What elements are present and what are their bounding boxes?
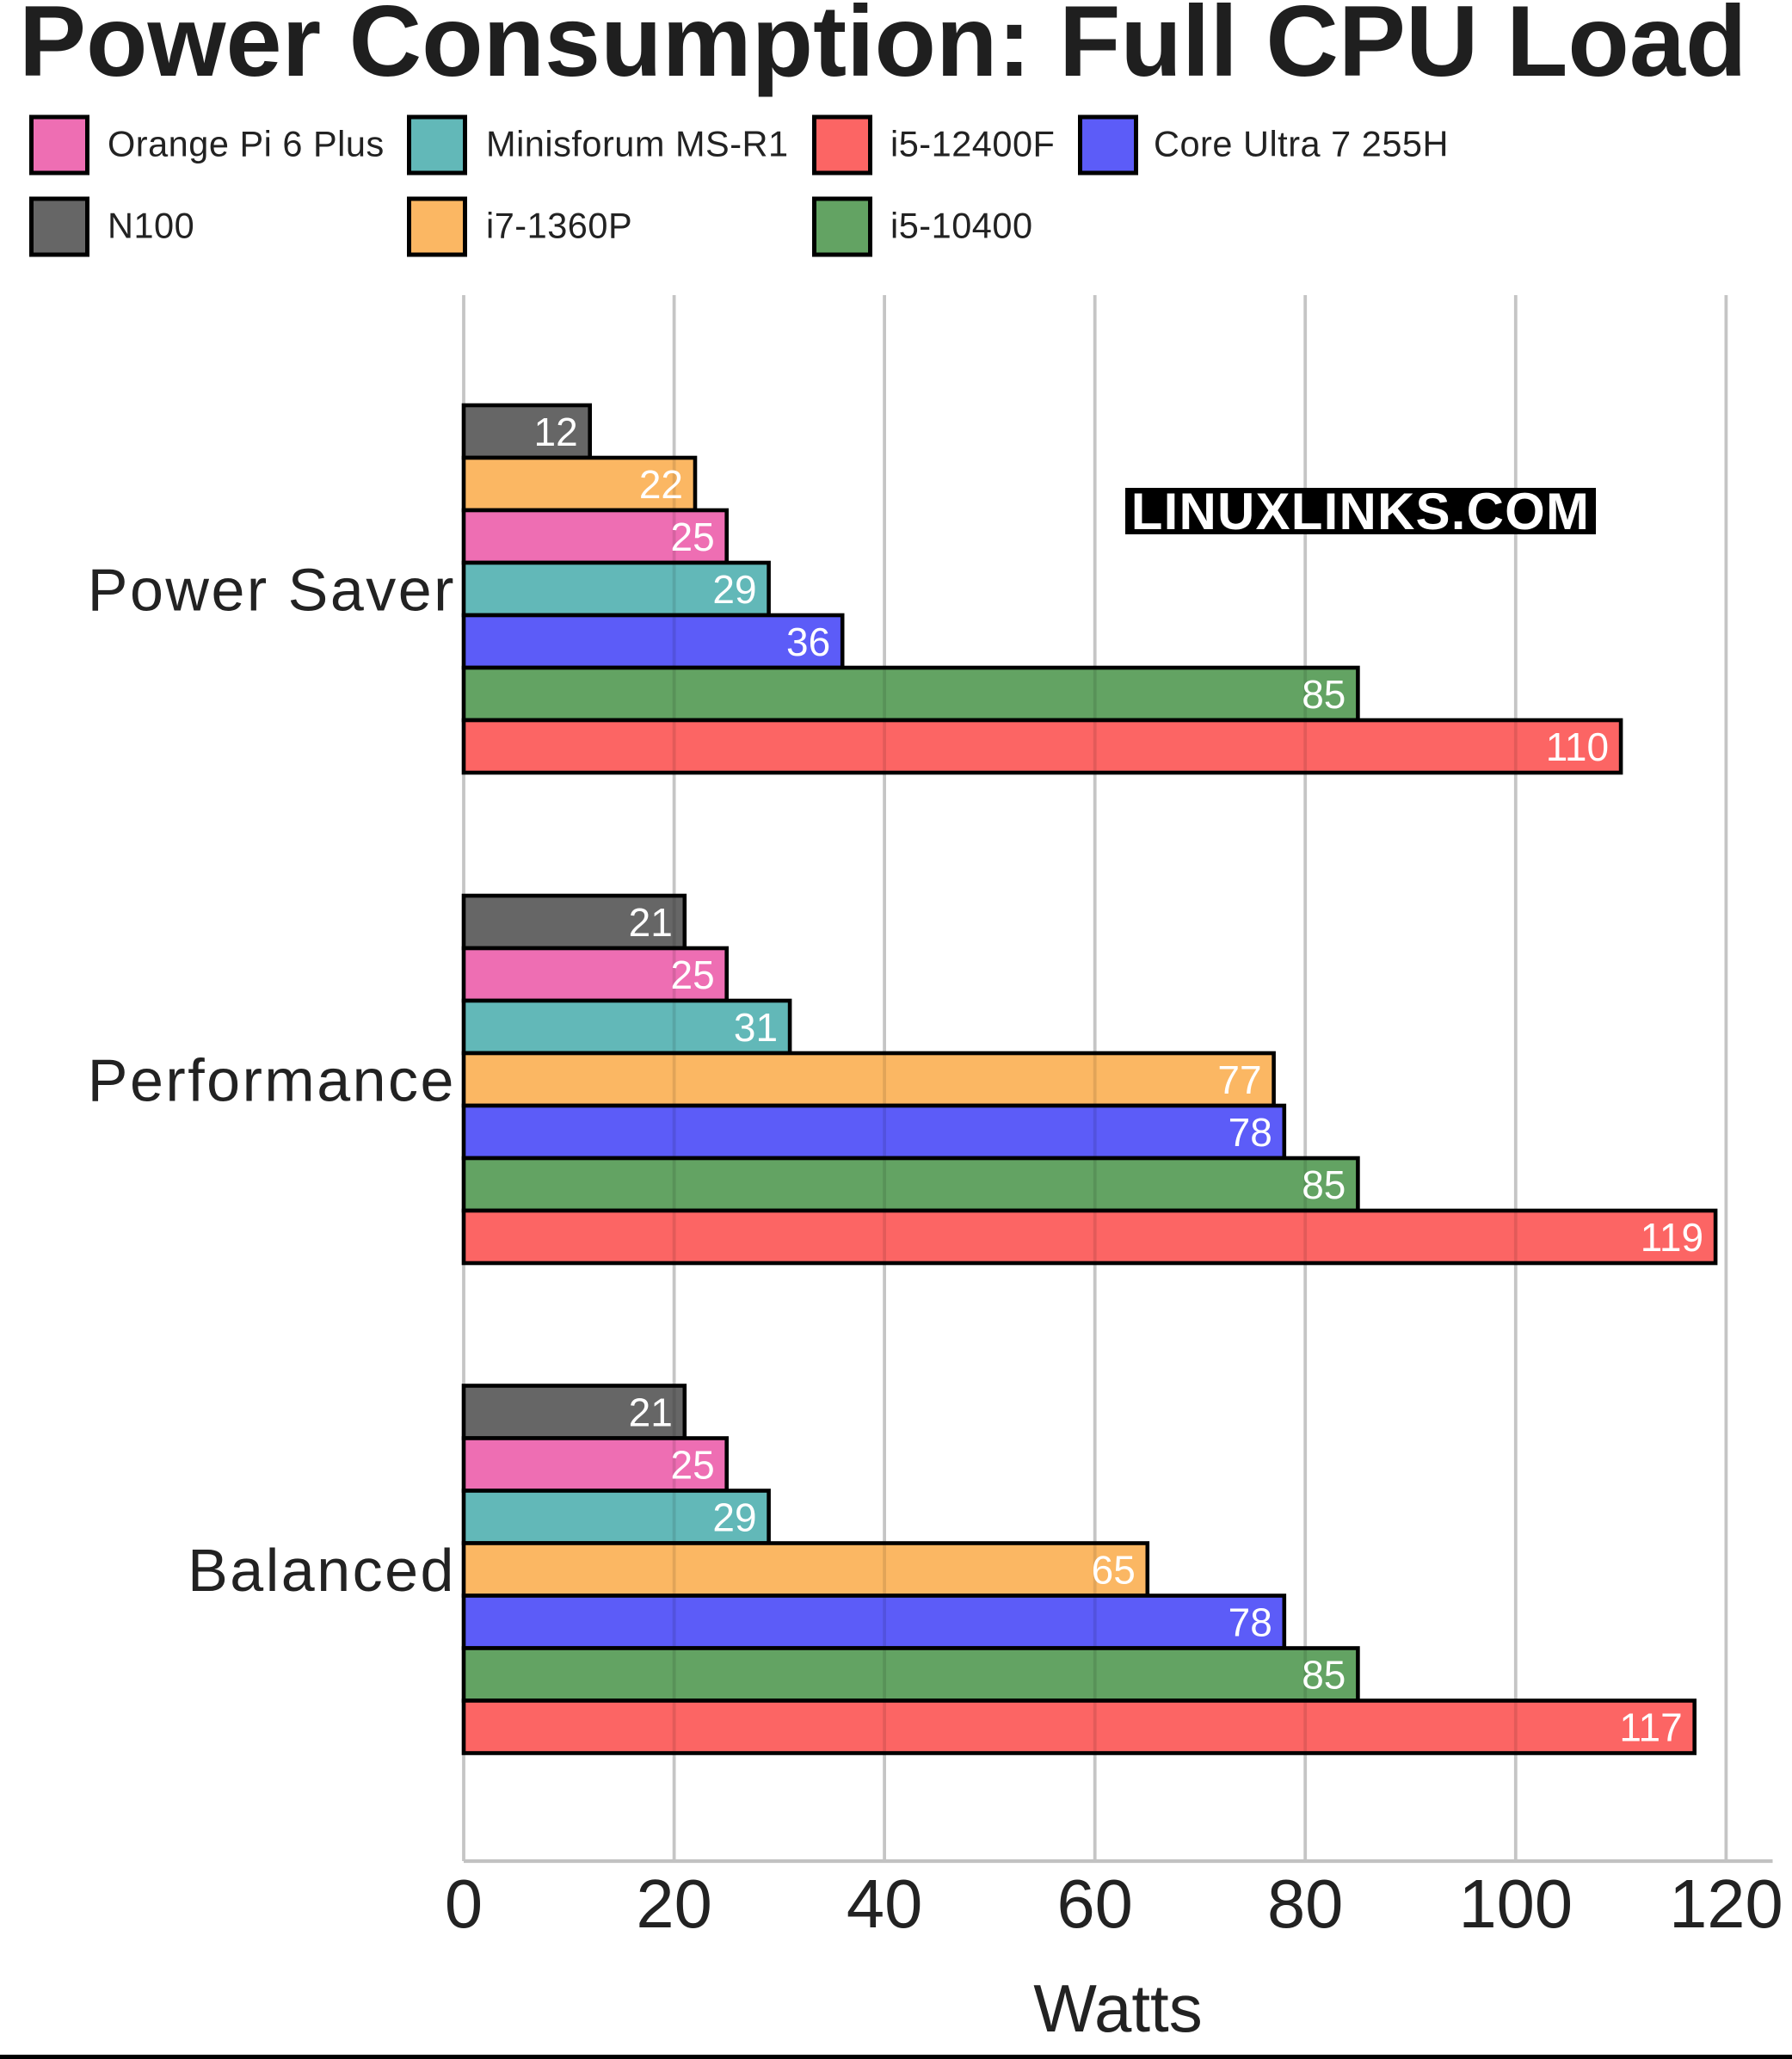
svg-text:0: 0 <box>445 1865 483 1942</box>
svg-text:Orange Pi 6 Plus: Orange Pi 6 Plus <box>108 124 385 164</box>
svg-text:Performance: Performance <box>88 1047 456 1114</box>
svg-text:31: 31 <box>734 1005 778 1050</box>
svg-text:22: 22 <box>639 462 683 507</box>
svg-text:25: 25 <box>671 952 715 997</box>
svg-text:100: 100 <box>1458 1865 1573 1942</box>
svg-text:36: 36 <box>786 620 830 664</box>
svg-text:Power Consumption: Full CPU Lo: Power Consumption: Full CPU Load <box>19 0 1746 97</box>
svg-text:110: 110 <box>1546 724 1609 769</box>
svg-text:85: 85 <box>1302 672 1346 717</box>
svg-text:Minisforum MS-R1: Minisforum MS-R1 <box>486 124 789 164</box>
svg-text:29: 29 <box>712 1495 756 1539</box>
svg-text:120: 120 <box>1669 1865 1783 1942</box>
svg-text:78: 78 <box>1229 1110 1272 1155</box>
svg-text:29: 29 <box>712 567 756 612</box>
svg-text:Balanced: Balanced <box>188 1537 456 1604</box>
svg-text:117: 117 <box>1619 1705 1682 1749</box>
svg-text:Core Ultra 7 255H: Core Ultra 7 255H <box>1154 124 1449 164</box>
svg-text:25: 25 <box>671 515 715 559</box>
svg-text:21: 21 <box>629 900 673 945</box>
svg-text:LINUXLINKS.COM: LINUXLINKS.COM <box>1131 483 1590 540</box>
svg-text:Watts: Watts <box>1033 1970 1202 2046</box>
svg-text:20: 20 <box>636 1865 711 1942</box>
svg-text:25: 25 <box>671 1442 715 1487</box>
svg-text:119: 119 <box>1641 1215 1703 1260</box>
svg-text:60: 60 <box>1056 1865 1132 1942</box>
svg-text:N100: N100 <box>108 206 194 246</box>
svg-text:77: 77 <box>1217 1057 1261 1102</box>
svg-text:85: 85 <box>1302 1162 1346 1207</box>
svg-text:i5-10400: i5-10400 <box>890 206 1033 246</box>
svg-text:21: 21 <box>629 1390 673 1434</box>
svg-text:40: 40 <box>847 1865 922 1942</box>
svg-text:i5-12400F: i5-12400F <box>890 124 1055 164</box>
svg-text:85: 85 <box>1302 1652 1346 1697</box>
svg-text:i7-1360P: i7-1360P <box>486 206 632 246</box>
svg-text:78: 78 <box>1229 1600 1272 1644</box>
svg-text:65: 65 <box>1092 1547 1136 1592</box>
svg-text:Power Saver: Power Saver <box>88 557 456 624</box>
svg-text:80: 80 <box>1267 1865 1343 1942</box>
svg-text:12: 12 <box>534 410 578 454</box>
